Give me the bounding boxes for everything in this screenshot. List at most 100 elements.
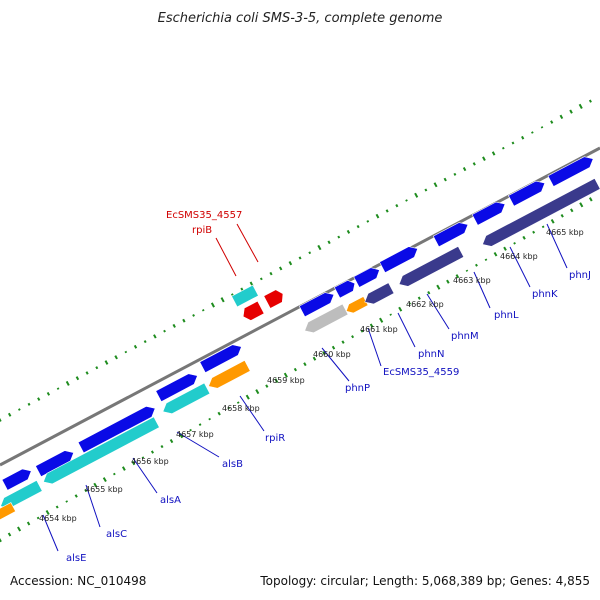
gc-tick (417, 296, 421, 300)
gene-label-phnJ[interactable]: phnJ (569, 270, 591, 281)
gc-tick (255, 389, 260, 395)
gc-tick (210, 302, 215, 308)
feature-shape (242, 300, 265, 321)
cds-arrow (298, 292, 335, 318)
gene-label-alsA[interactable]: alsA (160, 495, 181, 506)
gc-tick (56, 387, 60, 390)
gc-tick (453, 172, 457, 176)
gc-tick (192, 314, 195, 317)
gc-tick (293, 367, 298, 372)
leader-line (397, 312, 416, 348)
gc-tick (462, 167, 467, 172)
cds-arrow (77, 406, 156, 454)
cds-arrow (345, 296, 369, 314)
gc-tick (303, 362, 307, 367)
gc-tick (351, 335, 355, 339)
feature-shape (507, 180, 546, 207)
kbp-label: 4663 kbp (453, 276, 491, 285)
gc-tick (327, 240, 331, 245)
feature-shape (304, 303, 349, 334)
gc-tick (37, 397, 41, 401)
leader-line (85, 484, 101, 528)
gc-tick (45, 510, 50, 516)
gc-tick (95, 366, 99, 370)
leader-line (546, 223, 568, 269)
gc-tick (133, 344, 138, 349)
feature-track (0, 156, 600, 526)
gc-tick (540, 126, 544, 129)
gc-tick (274, 378, 279, 383)
gc-tick (503, 246, 507, 251)
gc-tick (484, 258, 488, 262)
cds-arrow (364, 282, 395, 305)
kbp-label: 4659 kbp (267, 376, 305, 385)
gc-tick (27, 402, 31, 406)
gc-tick (201, 309, 205, 312)
gc-tick (288, 261, 293, 266)
map-title: Escherichia coli SMS-3-5, complete genom… (158, 11, 443, 26)
gc-tick (578, 103, 583, 110)
feature-shape (208, 360, 251, 389)
gc-tick (269, 271, 273, 276)
gc-tick (550, 218, 555, 224)
gc-tick (465, 269, 469, 272)
cds-arrow (35, 450, 75, 478)
gc-tick (569, 109, 573, 114)
gene-label-rpiR[interactable]: rpiR (265, 433, 285, 444)
feature-shape (432, 222, 469, 248)
gc-tick (74, 494, 78, 498)
feature-shape (547, 156, 594, 187)
gc-tick (317, 244, 322, 251)
leader-line (367, 327, 382, 367)
cds-arrow (333, 280, 356, 299)
gc-tick (501, 146, 505, 150)
gc-tick (245, 394, 250, 400)
gc-tick (208, 417, 211, 421)
cds-arrow (208, 360, 251, 389)
kbp-label: 4665 kbp (546, 228, 584, 237)
feature-shape (333, 280, 356, 299)
gc-tick (85, 371, 89, 375)
gene-label-EcSMS35_4559[interactable]: EcSMS35_4559 (383, 367, 459, 378)
gc-tick (424, 188, 428, 192)
gene-label-alsC[interactable]: alsC (106, 529, 127, 540)
gc-tick (160, 444, 164, 449)
cds-arrow (0, 502, 17, 526)
gene-label-phnN[interactable]: phnN (418, 349, 445, 360)
leader-line (509, 246, 531, 288)
gc-tick (121, 466, 126, 471)
gc-tick (55, 505, 59, 509)
cds-arrow (471, 201, 506, 226)
gc-tick (153, 334, 157, 339)
gc-tick (265, 384, 269, 388)
kbp-label: 4660 kbp (313, 350, 351, 359)
cds-arrow (547, 156, 594, 187)
gene-label-phnL[interactable]: phnL (494, 310, 519, 321)
gene-label-phnP[interactable]: phnP (345, 383, 370, 394)
gc-tick (236, 401, 240, 404)
gc-tick (172, 323, 176, 328)
gc-tick (46, 391, 51, 396)
label-leaders (42, 223, 568, 552)
gene-label-alsB[interactable]: alsB (222, 459, 243, 470)
gene-label-rpiB[interactable]: rpiB (192, 225, 212, 236)
gene-label-phnM[interactable]: phnM (451, 331, 479, 342)
gc-tick (531, 131, 534, 134)
cds-arrow (162, 382, 211, 415)
gc-tick (427, 290, 431, 295)
gc-tick (143, 340, 147, 344)
gc-tick (18, 408, 21, 411)
gene-label-EcSMS35_4557[interactable]: EcSMS35_4557 (166, 210, 242, 221)
cds-arrow (155, 373, 198, 402)
gc-tick (532, 230, 536, 234)
summary-text: Topology: circular; Length: 5,068,389 bp… (259, 574, 590, 588)
gene-label-alsE[interactable]: alsE (66, 553, 86, 564)
gene-label-phnK[interactable]: phnK (532, 289, 558, 300)
gc-tick (414, 192, 419, 198)
kbp-label: 4655 kbp (85, 485, 123, 494)
cds-arrow (304, 303, 349, 334)
gc-tick (398, 306, 403, 312)
kbp-label: 4656 kbp (131, 457, 169, 466)
gc-tick (385, 209, 389, 213)
feature-shape (353, 267, 380, 288)
